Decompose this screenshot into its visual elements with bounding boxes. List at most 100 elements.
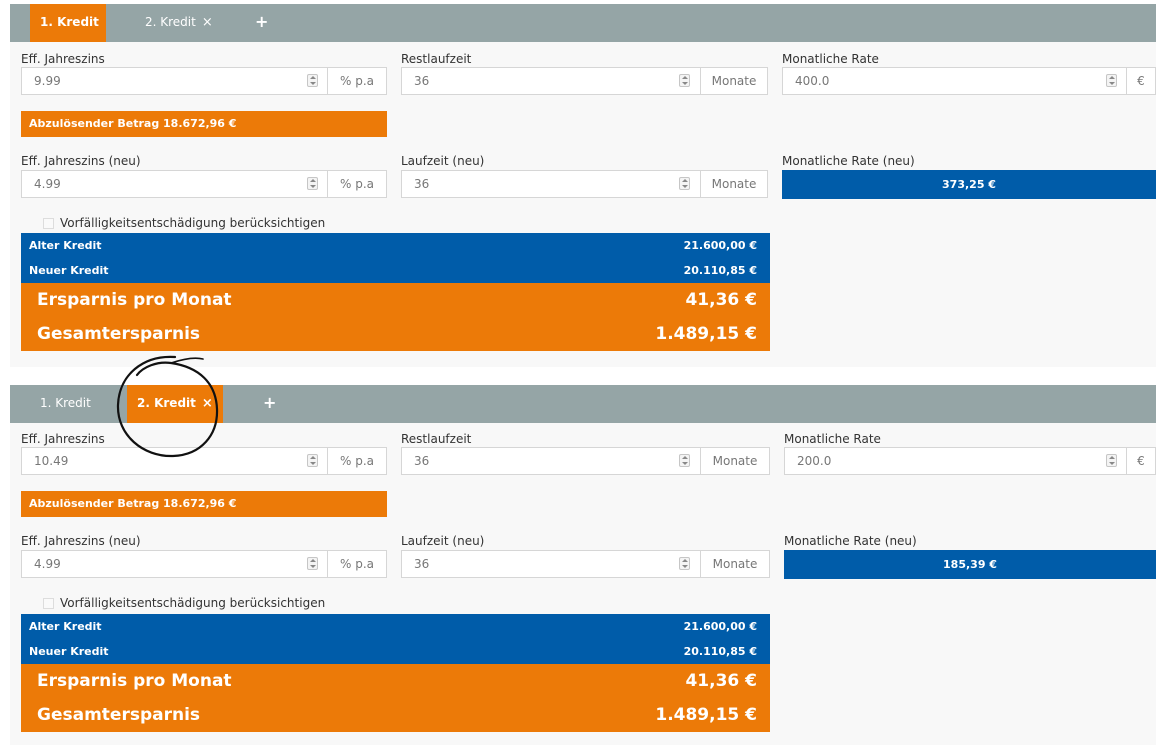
vorfaelligkeit-checkbox-row[interactable]: Vorfälligkeitsentschädigung berücksichti… [43,216,325,230]
label-eff-jahreszins: Eff. Jahreszins [21,52,105,66]
summary-value: 21.600,00 € [683,620,757,633]
summary-value: 1.489,15 € [655,705,757,725]
tab-kredit-2[interactable]: 2. Kredit × [135,4,227,42]
tab-kredit-1[interactable]: 1. Kredit [30,385,106,423]
label-restlaufzeit: Restlaufzeit [401,52,472,66]
monatliche-rate-input[interactable]: 400.0 € [782,67,1156,95]
summary-label: Neuer Kredit [29,264,109,277]
summary-row-neuer-kredit: Neuer Kredit 20.110,85 € [21,639,770,664]
unit-label: % p.a [327,551,386,577]
summary-value: 1.489,15 € [655,324,757,344]
field-value: 400.0 [795,74,830,88]
spinner-icon[interactable] [679,74,690,87]
label-eff-jahreszins-neu: Eff. Jahreszins (neu) [21,534,141,548]
monatliche-rate-neu-value: 185,39 € [784,550,1156,579]
tab-bar: 1. Kredit 2. Kredit × + [10,4,1156,42]
close-icon[interactable]: × [201,15,213,30]
spinner-icon[interactable] [679,177,690,190]
spinner-icon[interactable] [1106,454,1117,467]
spinner-icon[interactable] [679,454,690,467]
summary-box: Alter Kredit 21.600,00 € Neuer Kredit 20.1… [21,233,770,351]
unit-label: Monate [700,551,769,577]
spinner-icon[interactable] [1106,74,1117,87]
summary-label: Alter Kredit [29,620,102,633]
checkbox-label: Vorfälligkeitsentschädigung berücksichti… [60,596,326,610]
field-value: 10.49 [34,454,69,468]
monatliche-rate-input[interactable]: 200.0 € [784,447,1156,475]
spinner-icon[interactable] [307,74,318,87]
laufzeit-neu-input[interactable]: 36 Monate [401,170,768,198]
unit-label: Monate [700,448,769,474]
tab-label: 2. Kredit [137,396,196,410]
eff-jahreszins-input[interactable]: 10.49 % p.a [21,447,387,475]
spinner-icon[interactable] [307,177,318,190]
summary-value: 41,36 € [685,671,757,691]
kredit-panel-1: 1. Kredit 2. Kredit × + Eff. Jahreszins 9… [10,4,1156,367]
label-monatliche-rate-neu: Monatliche Rate (neu) [784,534,917,548]
spinner-icon[interactable] [307,454,318,467]
summary-value: 21.600,00 € [683,239,757,252]
label-eff-jahreszins: Eff. Jahreszins [21,432,105,446]
field-value: 9.99 [34,74,61,88]
add-tab-button[interactable]: + [255,12,269,31]
summary-label: Alter Kredit [29,239,102,252]
abloesebetrag-bar: Abzulösender Betrag 18.672,96 € [21,111,387,137]
summary-value: 41,36 € [685,290,757,310]
unit-label: % p.a [327,68,386,94]
abloesebetrag-bar: Abzulösender Betrag 18.672,96 € [21,491,387,517]
eff-jahreszins-neu-input[interactable]: 4.99 % p.a [21,550,387,578]
unit-label: Monate [700,68,767,94]
unit-label: Monate [700,171,767,197]
kredit-panel-2: 1. Kredit 2. Kredit × + Eff. Jahreszins 1… [10,385,1156,745]
summary-label: Gesamtersparnis [37,324,201,344]
summary-row-alter-kredit: Alter Kredit 21.600,00 € [21,614,770,639]
summary-box: Alter Kredit 21.600,00 € Neuer Kredit 20.1… [21,614,770,732]
laufzeit-neu-input[interactable]: 36 Monate [401,550,770,578]
unit-label: % p.a [327,171,386,197]
summary-row-neuer-kredit: Neuer Kredit 20.110,85 € [21,258,770,283]
field-value: 36 [414,454,430,468]
field-value: 200.0 [797,454,832,468]
unit-label: € [1126,448,1155,474]
restlaufzeit-input[interactable]: 36 Monate [401,67,768,95]
summary-value: 20.110,85 € [683,264,757,277]
summary-label: Neuer Kredit [29,645,109,658]
field-value: 4.99 [34,177,61,191]
tab-kredit-2[interactable]: 2. Kredit × [127,385,223,423]
tab-kredit-1[interactable]: 1. Kredit [30,4,106,42]
checkbox-label: Vorfälligkeitsentschädigung berücksichti… [60,216,326,230]
label-monatliche-rate-neu: Monatliche Rate (neu) [782,154,915,168]
close-icon[interactable]: × [201,396,213,411]
label-laufzeit-neu: Laufzeit (neu) [401,534,485,548]
tab-label: 1. Kredit [40,396,91,410]
eff-jahreszins-neu-input[interactable]: 4.99 % p.a [21,170,387,198]
field-value: 36 [414,557,430,571]
summary-label: Ersparnis pro Monat [37,290,232,310]
field-value: 4.99 [34,557,61,571]
summary-row-ersparnis: Ersparnis pro Monat 41,36 € [21,664,770,698]
summary-row-alter-kredit: Alter Kredit 21.600,00 € [21,233,770,258]
label-monatliche-rate: Monatliche Rate [784,432,881,446]
summary-label: Ersparnis pro Monat [37,671,232,691]
label-monatliche-rate: Monatliche Rate [782,52,879,66]
spinner-icon[interactable] [307,557,318,570]
restlaufzeit-input[interactable]: 36 Monate [401,447,770,475]
checkbox[interactable] [43,218,54,229]
add-tab-button[interactable]: + [263,393,277,412]
summary-row-gesamtersparnis: Gesamtersparnis 1.489,15 € [21,317,770,351]
unit-label: % p.a [327,448,386,474]
tab-bar: 1. Kredit 2. Kredit × + [10,385,1156,423]
checkbox[interactable] [43,598,54,609]
field-value: 36 [414,74,430,88]
summary-row-ersparnis: Ersparnis pro Monat 41,36 € [21,283,770,317]
eff-jahreszins-input[interactable]: 9.99 % p.a [21,67,387,95]
summary-row-gesamtersparnis: Gesamtersparnis 1.489,15 € [21,698,770,732]
tab-label: 2. Kredit [145,15,196,29]
vorfaelligkeit-checkbox-row[interactable]: Vorfälligkeitsentschädigung berücksichti… [43,596,325,610]
label-eff-jahreszins-neu: Eff. Jahreszins (neu) [21,154,141,168]
tab-label: 1. Kredit [40,15,99,29]
summary-label: Gesamtersparnis [37,705,201,725]
spinner-icon[interactable] [679,557,690,570]
summary-value: 20.110,85 € [683,645,757,658]
label-restlaufzeit: Restlaufzeit [401,432,472,446]
